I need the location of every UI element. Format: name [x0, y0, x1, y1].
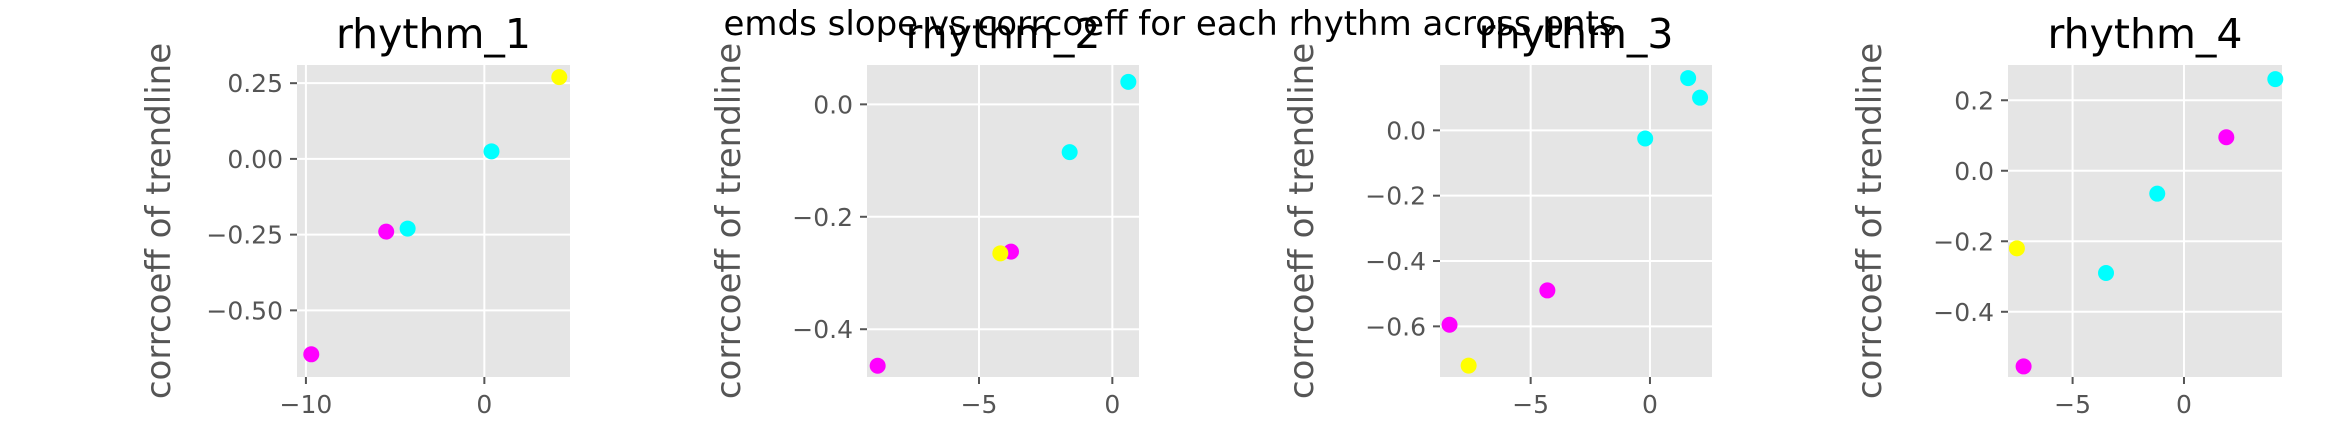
y-tick-label: −0.4 — [792, 315, 853, 344]
y-tick-label: 0.00 — [227, 145, 283, 174]
data-point — [870, 358, 886, 374]
x-tick-label: −5 — [961, 390, 998, 419]
y-tick-label: −0.25 — [206, 221, 283, 250]
y-tick-label: −0.4 — [1933, 298, 1994, 327]
subplot-1: −10 0 −0.50 −0.25 0.00 0.25 rhythm_1 corrcoeff … — [139, 10, 570, 419]
data-point — [2009, 240, 2025, 256]
subplot-4: −5 0 −0.4 −0.2 0.0 0.2 rhythm_4 corrcoeff of tr… — [1850, 10, 2283, 419]
x-tick-label: −5 — [2054, 390, 2091, 419]
y-tick-label: 0.2 — [1954, 86, 1994, 115]
data-point — [1692, 90, 1708, 106]
y-tick-label: 0.25 — [227, 69, 283, 98]
x-tick-label: −10 — [280, 390, 333, 419]
subplot-title: rhythm_4 — [2048, 10, 2243, 58]
y-tick-label: −0.2 — [792, 203, 853, 232]
data-point — [1461, 358, 1477, 374]
data-point — [1637, 131, 1653, 147]
figure-suptitle: emds slope vs corrcoeff for each rhythm … — [724, 4, 1617, 44]
y-tick-label: −0.4 — [1365, 247, 1426, 276]
x-tick-label: 0 — [1642, 390, 1658, 419]
data-point — [992, 245, 1008, 261]
plot-area — [297, 65, 570, 377]
y-tick-label: −0.50 — [206, 296, 283, 325]
y-tick-label: −0.6 — [1365, 312, 1426, 341]
data-point — [551, 69, 567, 85]
data-point — [2098, 265, 2114, 281]
plot-area — [2008, 65, 2282, 377]
data-point — [2267, 71, 2283, 87]
data-point — [2218, 129, 2234, 145]
x-tick-label: 0 — [1104, 390, 1120, 419]
plot-area — [1440, 65, 1712, 377]
data-point — [1442, 317, 1458, 333]
subplot-title: rhythm_1 — [336, 10, 531, 58]
x-tick-label: 0 — [2176, 390, 2192, 419]
y-axis-label: corrcoeff of trendline — [139, 43, 179, 399]
data-point — [378, 224, 394, 240]
y-tick-label: −0.2 — [1933, 227, 1994, 256]
data-point — [1680, 70, 1696, 86]
data-point — [2149, 186, 2165, 202]
data-point — [1539, 282, 1555, 298]
data-point — [483, 143, 499, 159]
y-tick-label: 0.0 — [813, 90, 853, 119]
y-axis-label: corrcoeff of trendline — [1850, 43, 1890, 399]
x-tick-label: −5 — [1512, 390, 1549, 419]
y-tick-label: 0.0 — [1954, 157, 1994, 186]
y-tick-label: 0.0 — [1386, 116, 1426, 145]
data-point — [1120, 74, 1136, 90]
y-tick-label: −0.2 — [1365, 182, 1426, 211]
data-point — [400, 221, 416, 237]
y-axis-label: corrcoeff of trendline — [709, 43, 749, 399]
data-point — [1062, 144, 1078, 160]
data-point — [2016, 358, 2032, 374]
data-point — [303, 346, 319, 362]
y-axis-label: corrcoeff of trendline — [1282, 43, 1322, 399]
x-tick-label: 0 — [476, 390, 492, 419]
